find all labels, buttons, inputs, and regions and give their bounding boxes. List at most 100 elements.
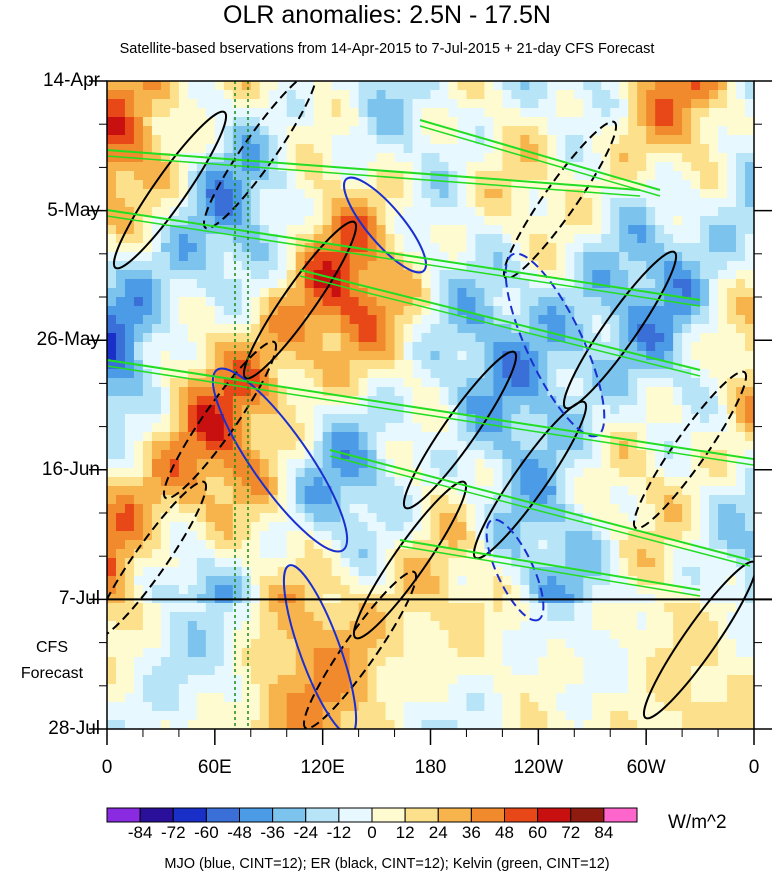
heatmap-cell — [466, 288, 477, 298]
heatmap-cell — [502, 405, 512, 415]
heatmap-cell — [151, 648, 162, 658]
heatmap-cell — [169, 81, 180, 91]
heatmap-cell — [223, 387, 234, 397]
heatmap-cell — [655, 675, 665, 685]
heatmap-cell — [592, 693, 602, 703]
heatmap-cell — [124, 333, 135, 343]
heatmap-cell — [196, 99, 207, 109]
heatmap-cell — [367, 648, 378, 658]
heatmap-cell — [349, 405, 360, 415]
heatmap-cell — [107, 342, 117, 352]
heatmap-cell — [151, 81, 162, 91]
heatmap-cell — [619, 648, 629, 658]
heatmap-cell — [205, 477, 216, 487]
heatmap-cell — [529, 603, 539, 613]
heatmap-cell — [286, 288, 297, 298]
heatmap-cell — [610, 477, 620, 487]
heatmap-cell — [583, 189, 593, 199]
heatmap-cell — [628, 468, 638, 478]
heatmap-cell — [637, 450, 647, 460]
heatmap-cell — [430, 171, 441, 181]
heatmap-cell — [394, 90, 405, 100]
heatmap-cell — [646, 612, 656, 622]
heatmap-cell — [124, 657, 135, 667]
heatmap-cell — [421, 486, 432, 496]
heatmap-cell — [187, 315, 198, 325]
heatmap-cell — [664, 522, 674, 532]
heatmap-cell — [628, 585, 638, 595]
heatmap-cell — [628, 306, 638, 316]
heatmap-cell — [322, 522, 333, 532]
heatmap-cell — [655, 405, 665, 415]
heatmap-cell — [718, 90, 728, 100]
heatmap-cell — [520, 396, 530, 406]
heatmap-cell — [268, 513, 279, 523]
heatmap-cell — [700, 243, 710, 253]
heatmap-cell — [538, 468, 548, 478]
heatmap-cell — [169, 315, 180, 325]
heatmap-cell — [241, 531, 252, 541]
heatmap-cell — [124, 495, 135, 505]
heatmap-cell — [610, 207, 620, 217]
heatmap-cell — [502, 450, 512, 460]
heatmap-cell — [376, 693, 387, 703]
heatmap-cell — [565, 342, 575, 352]
heatmap-cell — [259, 693, 270, 703]
heatmap-cell — [340, 558, 351, 568]
heatmap-cell — [115, 198, 126, 208]
heatmap-cell — [376, 468, 387, 478]
heatmap-cell — [511, 99, 521, 109]
heatmap-cell — [331, 225, 342, 235]
heatmap-cell — [133, 333, 144, 343]
heatmap-cell — [727, 90, 737, 100]
heatmap-cell — [295, 99, 306, 109]
heatmap-cell — [313, 414, 324, 424]
heatmap-cell — [682, 144, 692, 154]
heatmap-cell — [655, 450, 665, 460]
heatmap-cell — [709, 279, 719, 289]
heatmap-cell — [520, 468, 530, 478]
heatmap-cell — [241, 387, 252, 397]
heatmap-cell — [403, 477, 414, 487]
heatmap-cell — [547, 351, 557, 361]
heatmap-cell — [232, 540, 243, 550]
heatmap-cell — [673, 225, 683, 235]
heatmap-cell — [277, 567, 288, 577]
heatmap-cell — [439, 378, 450, 388]
heatmap-cell — [583, 549, 593, 559]
heatmap-cell — [583, 126, 593, 136]
heatmap-cell — [601, 405, 611, 415]
heatmap-cell — [511, 504, 521, 514]
heatmap-cell — [178, 234, 189, 244]
heatmap-cell — [448, 513, 459, 523]
heatmap-cell — [277, 171, 288, 181]
heatmap-cell — [187, 621, 198, 631]
heatmap-cell — [628, 189, 638, 199]
heatmap-cell — [565, 117, 575, 127]
heatmap-cell — [466, 144, 477, 154]
heatmap-cell — [322, 117, 333, 127]
heatmap-cell — [520, 324, 530, 334]
heatmap-cell — [412, 405, 423, 415]
heatmap-cell — [727, 342, 737, 352]
heatmap-cell — [187, 351, 198, 361]
heatmap-cell — [610, 612, 620, 622]
heatmap-cell — [718, 342, 728, 352]
heatmap-cell — [115, 666, 126, 676]
heatmap-cell — [475, 351, 486, 361]
heatmap-cell — [655, 135, 665, 145]
heatmap-cell — [520, 648, 530, 658]
heatmap-cell — [745, 684, 754, 694]
heatmap-cell — [457, 144, 468, 154]
heatmap-cell — [484, 558, 495, 568]
heatmap-cell — [304, 459, 315, 469]
heatmap-cell — [349, 495, 360, 505]
heatmap-cell — [115, 144, 126, 154]
heatmap-cell — [520, 288, 530, 298]
heatmap-cell — [646, 450, 656, 460]
heatmap-cell — [646, 270, 656, 280]
heatmap-cell — [340, 639, 351, 649]
heatmap-cell — [115, 468, 126, 478]
heatmap-cell — [439, 630, 450, 640]
heatmap-cell — [673, 144, 683, 154]
